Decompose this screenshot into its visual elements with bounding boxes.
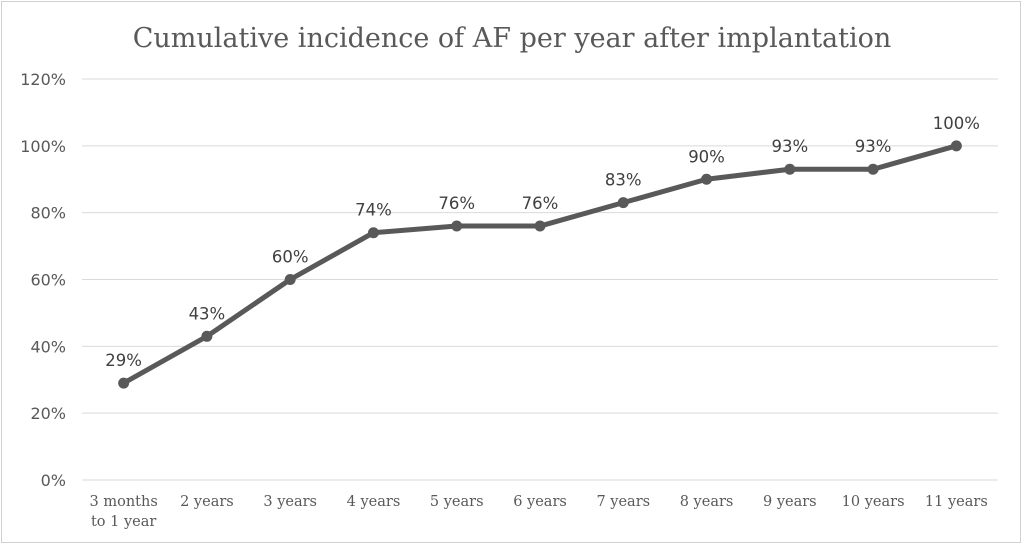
- data-point: [867, 163, 879, 175]
- y-tick-label: 0%: [41, 471, 66, 490]
- data-label: 74%: [355, 201, 392, 220]
- x-tick-label: 5 years: [430, 494, 484, 510]
- x-tick-label: 4 years: [347, 494, 401, 510]
- y-axis-ticks: 0% 20% 40% 60% 80% 100% 120%: [20, 70, 66, 490]
- data-label: 76%: [522, 194, 559, 213]
- x-tick-label: 2 years: [180, 494, 234, 510]
- x-tick-label: 11 years: [925, 494, 988, 510]
- chart-title: Cumulative incidence of AF per year afte…: [133, 23, 892, 54]
- series-line: [121, 143, 959, 386]
- y-tick-label: 60%: [30, 271, 66, 290]
- data-labels: 29% 43% 60% 74% 76% 76% 83% 90% 93% 93% 100%: [105, 114, 980, 370]
- x-tick-label: 10 years: [842, 494, 905, 510]
- data-point: [701, 173, 713, 185]
- data-point: [950, 140, 962, 152]
- y-tick-label: 100%: [20, 137, 66, 156]
- x-tick-label: 3 years: [263, 494, 317, 510]
- data-point: [784, 163, 796, 175]
- data-label: 93%: [771, 137, 808, 156]
- data-point: [617, 197, 629, 209]
- y-tick-label: 80%: [30, 204, 66, 223]
- data-label: 76%: [438, 194, 475, 213]
- y-tick-label: 40%: [30, 337, 66, 356]
- y-tick-label: 20%: [30, 404, 66, 423]
- x-axis-ticks: 3 months to 1 year 2 years 3 years 4 years 5 …: [90, 494, 988, 530]
- x-tick-label: 3 months to 1 year: [90, 494, 158, 530]
- series-line-group: [121, 143, 959, 386]
- data-point: [367, 227, 379, 239]
- x-tick-label: 6 years: [513, 494, 567, 510]
- gridlines: [82, 78, 998, 481]
- markers: [118, 140, 962, 389]
- y-tick-label: 120%: [20, 70, 66, 89]
- data-point: [201, 330, 213, 342]
- data-point: [451, 220, 463, 232]
- data-label: 90%: [688, 147, 725, 166]
- data-label: 100%: [933, 114, 980, 133]
- data-label: 83%: [605, 171, 642, 190]
- data-point: [284, 274, 296, 285]
- x-tick-label: 7 years: [596, 494, 650, 510]
- data-label: 29%: [105, 351, 142, 370]
- data-point: [534, 220, 546, 232]
- data-point: [118, 377, 130, 389]
- data-label: 60%: [272, 248, 309, 267]
- x-tick-label: 8 years: [680, 494, 734, 510]
- x-tick-label: 9 years: [763, 494, 817, 510]
- data-label: 43%: [189, 304, 226, 323]
- data-label: 93%: [855, 137, 892, 156]
